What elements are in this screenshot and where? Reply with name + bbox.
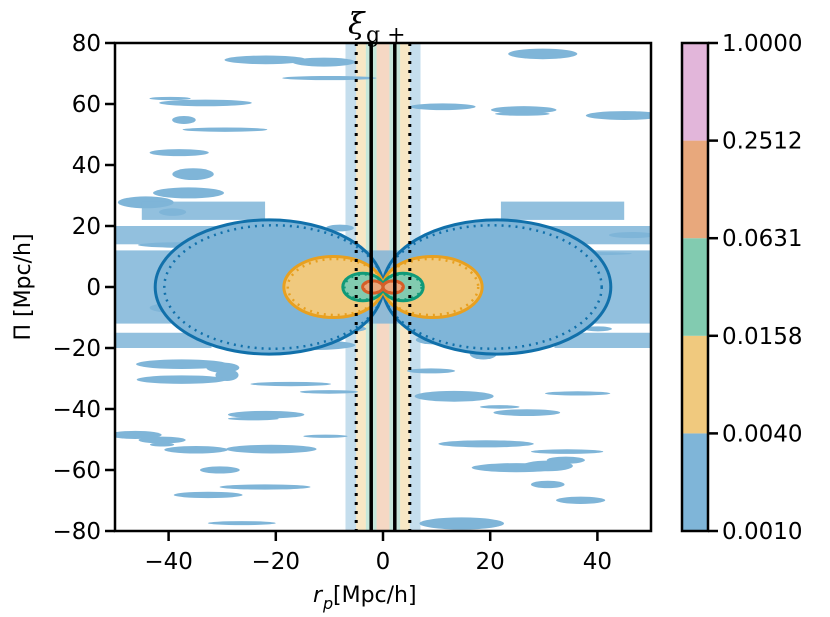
noise-blob (585, 111, 651, 120)
noise-blob (495, 111, 550, 116)
colorbar-segment (682, 238, 708, 336)
y-axis-ticks: −80 −60 −40 −20 0 20 40 60 80 (52, 31, 115, 545)
contour-line-dotted-0.0631 (362, 280, 385, 294)
x-tick-label: 20 (476, 549, 505, 575)
noise-blob (508, 48, 578, 60)
x-tick-label: 0 (376, 549, 391, 575)
colorbar-segment (682, 433, 708, 531)
chart-title: ξ (348, 7, 366, 42)
colorbar-frame (680, 41, 710, 533)
noise-blob (493, 409, 561, 416)
colorbar-tick-label: 0.0631 (722, 226, 802, 252)
y-tick-label: 20 (72, 214, 101, 240)
noise-blob (149, 96, 191, 101)
contour-line-layer (153, 218, 613, 356)
y-tick-label: −40 (52, 397, 101, 423)
noise-blob (172, 115, 196, 124)
noise-blob (530, 480, 565, 489)
y-tick-label: 0 (86, 275, 101, 301)
noise-blob (149, 442, 175, 447)
chart-title-subscript: g + (366, 23, 406, 48)
noise-blob (172, 168, 214, 181)
y-tick-label: −60 (52, 458, 101, 484)
x-axis-label-unit: [Mpc/h] (333, 583, 417, 608)
noise-blob (200, 466, 240, 474)
y-tick-label: 80 (72, 31, 101, 57)
noise-blob (406, 368, 456, 374)
noise-blob (299, 390, 359, 394)
noise-blob (544, 391, 611, 396)
y-axis-label: Π [Mpc/h] (11, 233, 36, 340)
noise-blob (226, 444, 317, 454)
noise-blob (292, 57, 356, 67)
noise-blob (149, 149, 209, 157)
fringe-fill (141, 201, 266, 220)
noise-blob (490, 106, 557, 114)
noise-blob (164, 445, 228, 454)
y-tick-label: 40 (72, 153, 101, 179)
noise-blob (584, 326, 612, 332)
noise-blob (531, 449, 604, 454)
noise-blob (414, 390, 494, 402)
colorbar-segment (682, 140, 708, 239)
noise-blob (227, 410, 305, 419)
noise-blob (282, 75, 377, 81)
noise-blob (136, 359, 228, 369)
noise-blob (522, 460, 573, 472)
colorbar-tick-label: 0.0040 (722, 421, 802, 447)
contour-fill-0.0010 (383, 219, 611, 355)
noise-blob (153, 187, 225, 199)
colorbar: 0.0010 0.0040 0.0158 0.0631 0.2512 1.0000 (680, 31, 802, 545)
noise-blob (438, 440, 534, 448)
x-axis-ticks: −40 −20 0 20 40 (144, 531, 612, 575)
fringe-fill (554, 332, 651, 348)
noise-blob (115, 430, 162, 439)
noise-blob (409, 103, 476, 111)
noise-blob (303, 434, 348, 438)
contour-fill-layer (115, 43, 651, 531)
y-tick-label: −20 (52, 336, 101, 362)
contour-fill-0.0040 (383, 256, 483, 318)
noise-blob (479, 405, 520, 409)
y-tick-label: −80 (52, 519, 101, 545)
colorbar-tick-label: 1.0000 (722, 31, 802, 57)
fringe-fill (500, 201, 625, 220)
x-tick-label: −20 (252, 549, 301, 575)
noise-blob (419, 517, 505, 530)
noise-blob (224, 55, 308, 65)
noise-blob (250, 381, 332, 387)
colorbar-tick-label: 0.0010 (722, 519, 802, 545)
fringe-fill (115, 332, 212, 348)
noise-blob (136, 375, 227, 384)
colorbar-segment (682, 335, 708, 434)
noise-blob (173, 491, 243, 499)
x-tick-label: 40 (583, 549, 612, 575)
x-axis-label: r (313, 583, 324, 608)
noise-blob (556, 496, 606, 504)
noise-blob (219, 484, 311, 490)
contour-line-dotted-0.0631 (381, 280, 404, 294)
noise-blob (138, 436, 186, 444)
noise-blob (207, 521, 276, 526)
x-tick-label: −40 (144, 549, 193, 575)
colorbar-segment (682, 43, 708, 141)
contour-fill-0.0040 (283, 256, 384, 318)
noise-blob (159, 99, 252, 107)
colorbar-tick-label: 0.0158 (722, 324, 802, 350)
y-tick-label: 60 (72, 92, 101, 118)
contour-fill-0.0010 (155, 219, 383, 355)
vertical-line-layer (354, 43, 412, 531)
colorbar-tick-label: 0.2512 (722, 129, 802, 155)
x-axis-label-subscript: p (322, 594, 333, 613)
noise-blob (182, 127, 268, 132)
